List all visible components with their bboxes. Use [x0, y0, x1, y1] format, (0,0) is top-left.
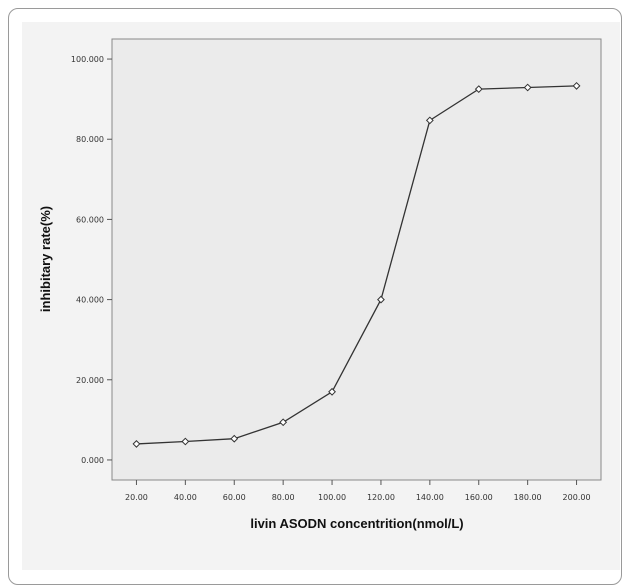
x-tick-label: 140.00 [416, 493, 444, 502]
x-tick-label: 80.00 [272, 493, 295, 502]
x-tick-label: 100.00 [318, 493, 346, 502]
line-chart: 0.000 20.000 40.000 60.000 80.000 100.000 20.… [38, 38, 602, 531]
data-point-marker [181, 437, 190, 446]
data-point-marker [474, 85, 483, 94]
x-tick-label: 160.00 [465, 493, 493, 502]
series-line [136, 85, 577, 445]
data-point-marker [425, 116, 434, 125]
x-tick-label: 180.00 [514, 493, 542, 502]
x-axis: 20.00 40.00 60.00 80.00 100.00 120.00 140.00 16… [125, 480, 591, 502]
x-tick-label: 60.00 [223, 493, 246, 502]
data-point-marker [230, 434, 239, 443]
y-tick-label: 100.000 [71, 55, 104, 64]
y-tick-label: 40.000 [76, 296, 104, 305]
data-point-marker [328, 387, 336, 396]
y-axis: 0.000 20.000 40.000 60.000 80.000 100.000 [71, 55, 112, 465]
x-tick-label: 120.00 [367, 493, 395, 502]
y-tick-label: 0.000 [81, 456, 104, 465]
data-point-marker [279, 418, 288, 427]
y-axis-title: inhibitary rate(%) [38, 206, 53, 312]
data-point-marker [132, 440, 141, 448]
x-axis-title: livin ASODN concentrition(nmol/L) [250, 516, 463, 531]
y-tick-label: 20.000 [76, 376, 104, 385]
x-tick-label: 40.00 [174, 493, 197, 502]
series-group [132, 81, 581, 448]
plot-area [111, 38, 602, 481]
data-point-marker [523, 83, 532, 92]
y-tick-label: 80.000 [76, 135, 104, 144]
y-tick-label: 60.000 [76, 215, 104, 224]
data-point-marker [377, 295, 385, 304]
data-point-marker [572, 81, 581, 90]
x-tick-label: 20.00 [125, 493, 148, 502]
x-tick-label: 200.00 [563, 493, 591, 502]
